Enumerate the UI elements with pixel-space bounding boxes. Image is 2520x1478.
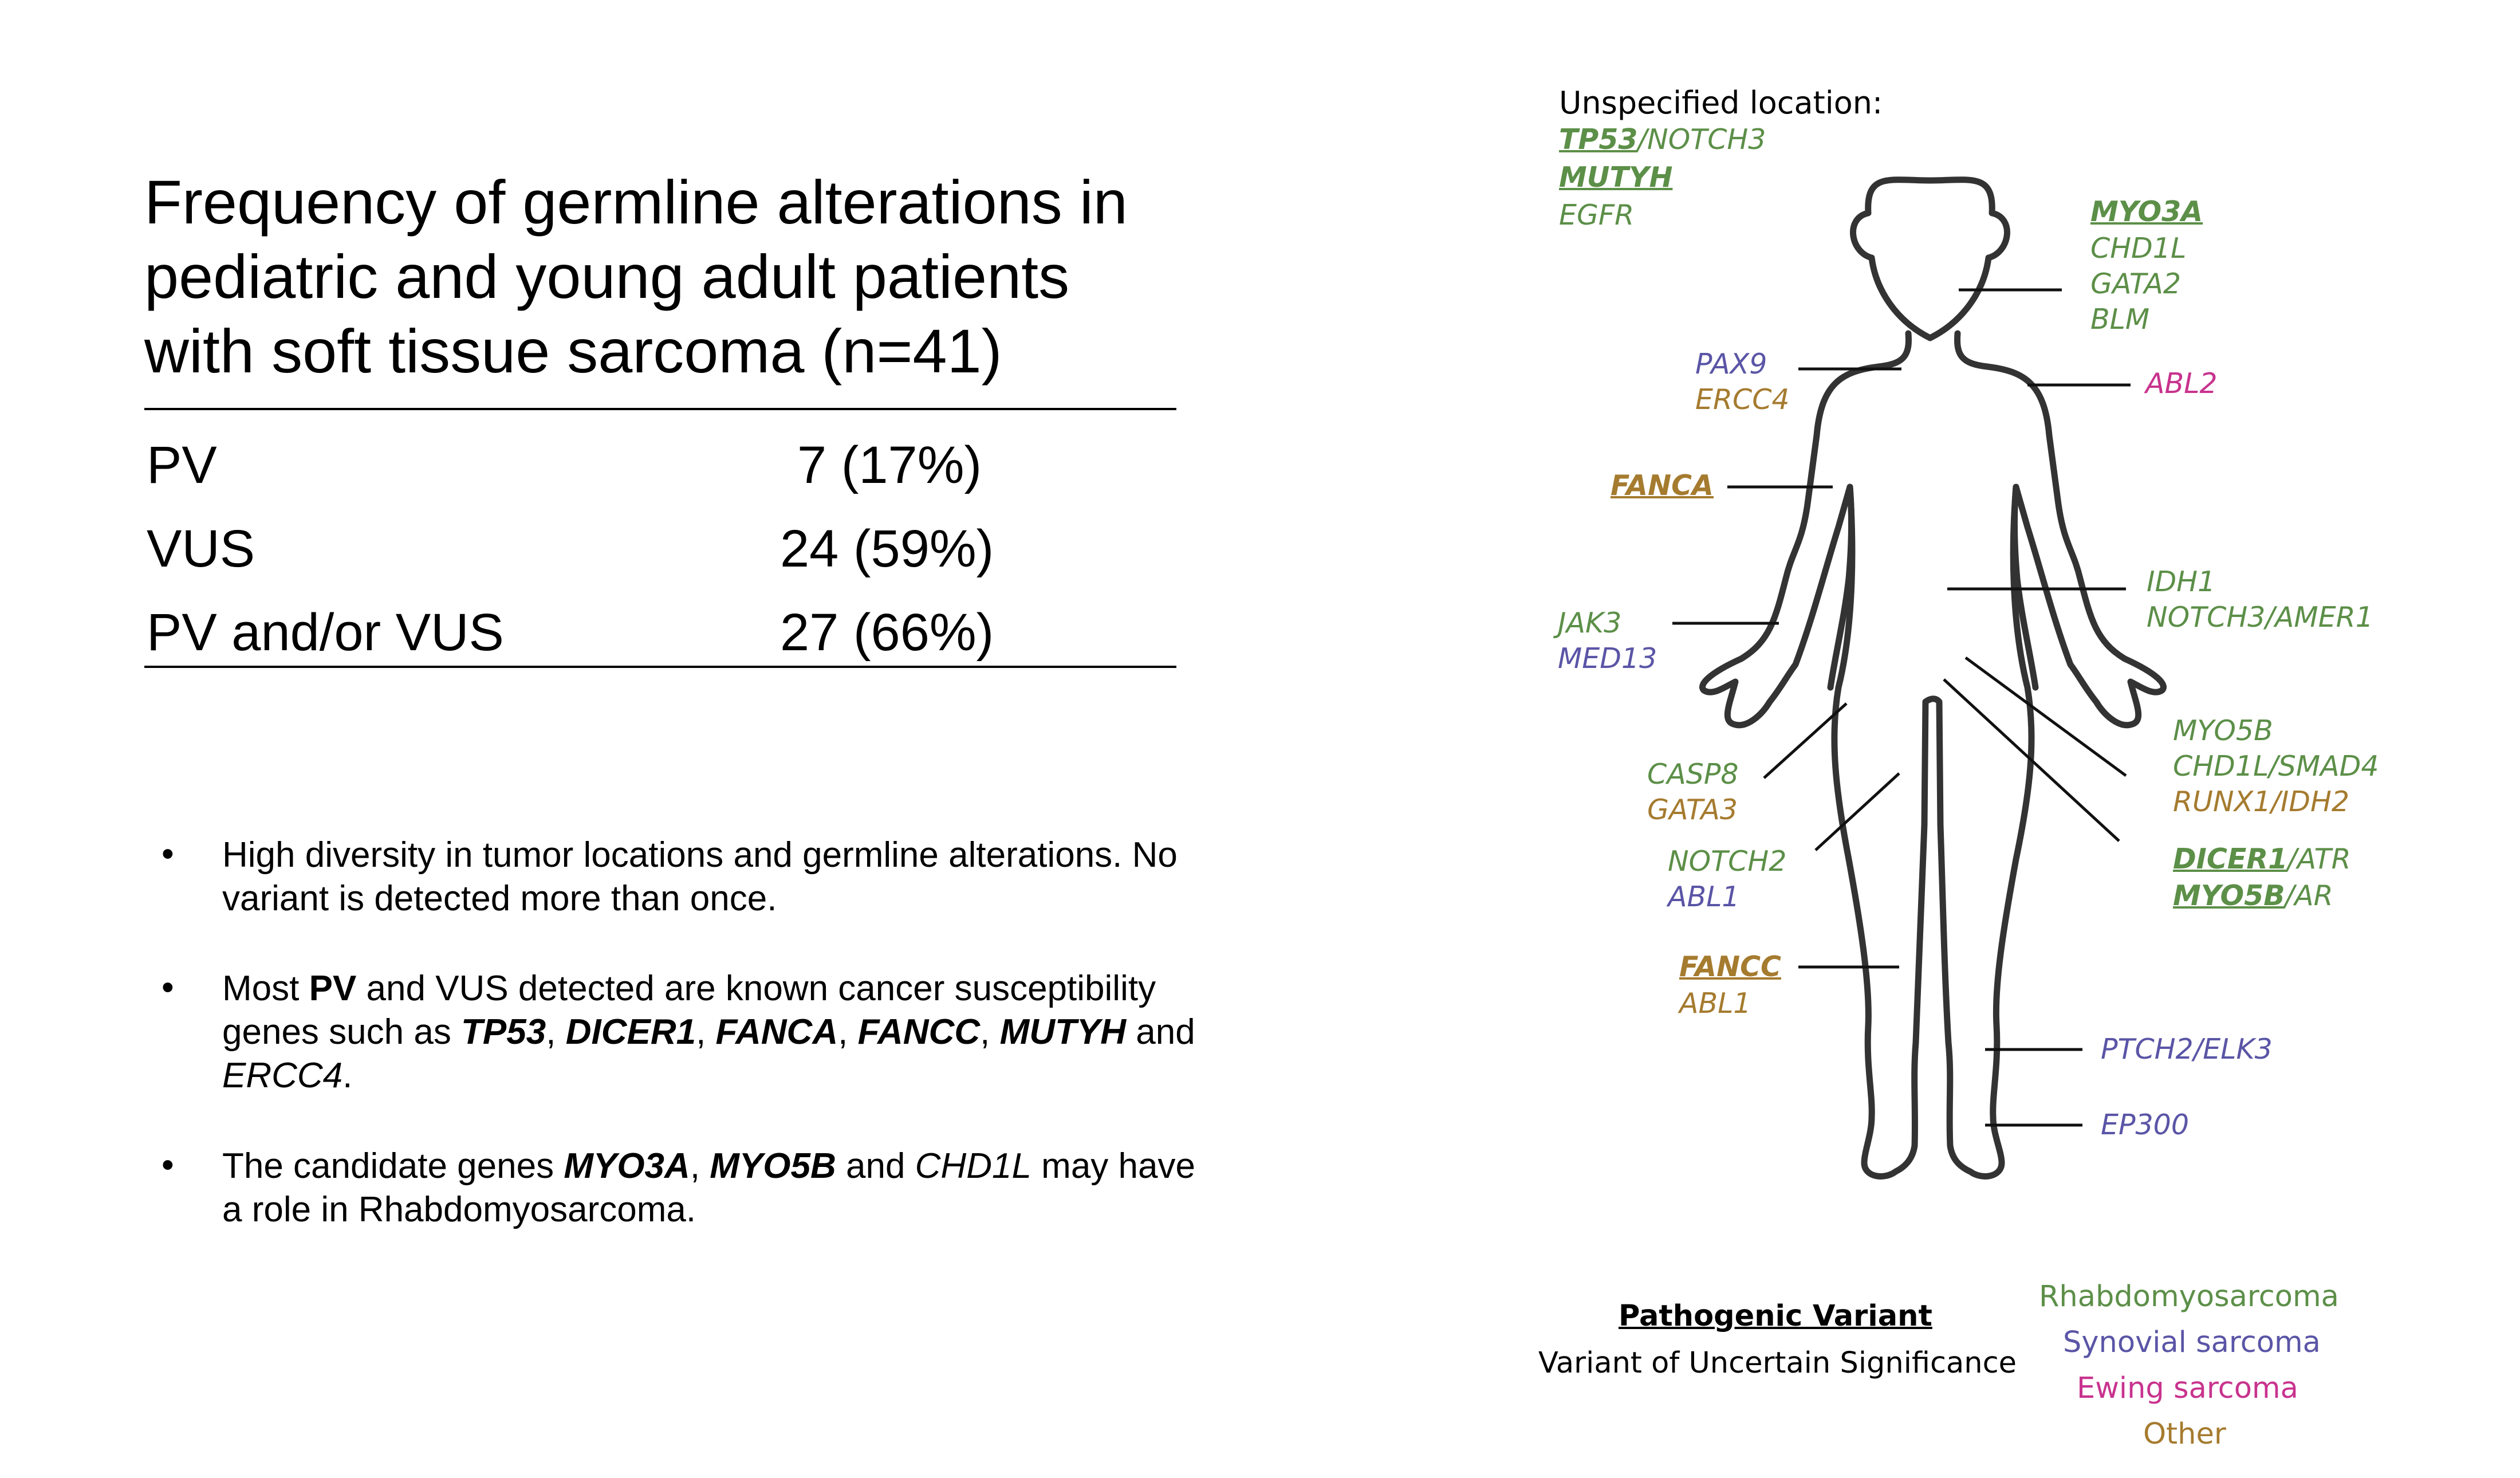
knee-left-gene-1: FANCC [1679,950,1782,983]
unspecified-line-1: TP53/NOTCH3 [1559,123,1766,157]
text: , [980,1012,1000,1052]
gene-pv: DICER1 [2173,843,2288,875]
gene-name: FANCA [715,1012,838,1052]
head-gene-4: BLM [2090,303,2150,336]
gene-name: TP53 [461,1012,546,1052]
text: and [836,1146,915,1186]
pelvis-right-pv-2: MYO5B/AR [2173,879,2333,913]
text-bold: PV [309,969,357,1008]
pelvis-right-pv-1: DICER1/ATR [2173,842,2351,876]
hand-left-gene-2: GATA3 [1647,793,1738,826]
gene-pv: TP53 [1559,123,1638,156]
text: and VUS detected are known cancer suscep… [356,969,1156,1008]
gene-name: CHD1L [915,1146,1031,1186]
bullet-dot: • [162,834,174,874]
gene-name: MYO5B [710,1146,836,1186]
legend-pathogenic-variant: Pathogenic Variant [1619,1299,1932,1333]
thigh-left-gene-1: NOTCH2 [1668,845,1787,878]
text: , [546,1012,566,1052]
title-line: pediatric and young adult patients [144,242,1070,311]
bullet-dot: • [162,1145,174,1185]
text: The candidate genes [222,1146,564,1186]
text: genes such as [222,1012,462,1052]
gene-pv: MYO5B [2173,879,2285,912]
row-vus-value: 24 (59%) [780,520,994,578]
pelvis-right-gene-1: MYO5B [2173,714,2273,747]
gene-name: DICER1 [565,1012,696,1052]
leader-line [1814,772,1900,851]
head-gene-3: GATA2 [2090,268,2182,300]
text: , [838,1012,858,1052]
pelvis-right-gene-2: CHD1L/SMAD4 [2173,750,2379,783]
head-gene-2: CHD1L [2090,232,2187,265]
shin-right-gene: PTCH2/ELK3 [2101,1033,2273,1066]
table-top-rule [144,408,1176,410]
row-pv-vus-value: 27 (66%) [780,603,994,662]
table-bottom-rule [144,666,1176,668]
text: . [342,1056,353,1095]
bullet-2-line-2: genes such as TP53, DICER1, FANCA, FANCC… [222,1011,1195,1054]
arm-left-lower-gene-1: JAK3 [1558,607,1622,639]
title-line: with soft tissue sarcoma (n=41) [144,316,1002,386]
hand-left-gene-1: CASP8 [1647,758,1739,791]
arm-left-upper-gene: FANCA [1611,469,1714,502]
thigh-left-gene-2: ABL1 [1668,880,1740,913]
foot-right-gene: EP300 [2101,1108,2190,1141]
leader-line [1943,678,2120,842]
row-pv-value: 7 (17%) [797,436,982,494]
legend-synovial-sarcoma: Synovial sarcoma [2063,1326,2321,1359]
pelvis-right-gene-3: RUNX1/IDH2 [2173,785,2350,818]
row-pv-vus-label: PV and/or VUS [147,603,504,662]
shoulder-left-gene-2: ERCC4 [1695,383,1790,416]
bullet-1-line-1: High diversity in tumor locations and ge… [222,835,1178,875]
head-gene-1: MYO3A [2090,195,2203,228]
text: and [1126,1012,1195,1052]
legend-other: Other [2143,1417,2226,1451]
bullet-2-line-1: Most PV and VUS detected are known cance… [222,967,1156,1011]
gene-name: MYO3A [564,1146,690,1186]
row-pv-label: PV [147,436,217,494]
text: Most [222,969,309,1008]
arm-left-lower-gene-2: MED13 [1558,642,1657,675]
text: may have [1031,1146,1195,1186]
leader-line [1964,656,2127,777]
shoulder-right-gene: ABL2 [2145,367,2218,400]
legend-ewing-sarcoma: Ewing sarcoma [2077,1371,2298,1405]
slide-title: Frequency of germline alterations in ped… [144,165,1187,388]
bullet-1-line-2: variant is detected more than once. [222,879,777,918]
legend-rhabdomyosarcoma: Rhabdomyosarcoma [2039,1280,2339,1314]
gene-vus: /ATR [2287,843,2351,875]
unspecified-line-2: MUTYH [1559,161,1673,194]
torso-right-gene-2: NOTCH3/AMER1 [2147,601,2373,634]
text: , [696,1012,716,1052]
leader-line [1763,702,1848,779]
title-line: Frequency of germline alterations in [144,167,1128,237]
shoulder-left-gene-1: PAX9 [1695,348,1767,380]
gene-sep: / [1637,123,1648,156]
torso-right-gene-1: IDH1 [2147,565,2216,598]
unspecified-heading: Unspecified location: [1559,85,1883,121]
unspecified-line-3: EGFR [1559,199,1635,231]
row-vus-label: VUS [147,520,255,578]
gene-name: MUTYH [999,1012,1126,1052]
bullet-3-line-1: The candidate genes MYO3A, MYO5B and CHD… [222,1145,1195,1188]
bullet-dot: • [162,968,174,1007]
gene-vus: /AR [2285,879,2333,912]
body-outline [1699,176,2167,1180]
bullet-3-line-2: a role in Rhabdomyosarcoma. [222,1190,696,1229]
gene-name: FANCC [857,1012,981,1052]
bullet-2-line-3: ERCC4. [222,1054,352,1098]
gene-vus: NOTCH3 [1647,123,1766,156]
legend-vus: Variant of Uncertain Significance [1538,1346,2017,1380]
gene-name: ERCC4 [222,1056,343,1095]
text: , [690,1146,710,1186]
leader-lines [1672,288,2131,1127]
knee-left-gene-2: ABL1 [1679,987,1751,1020]
